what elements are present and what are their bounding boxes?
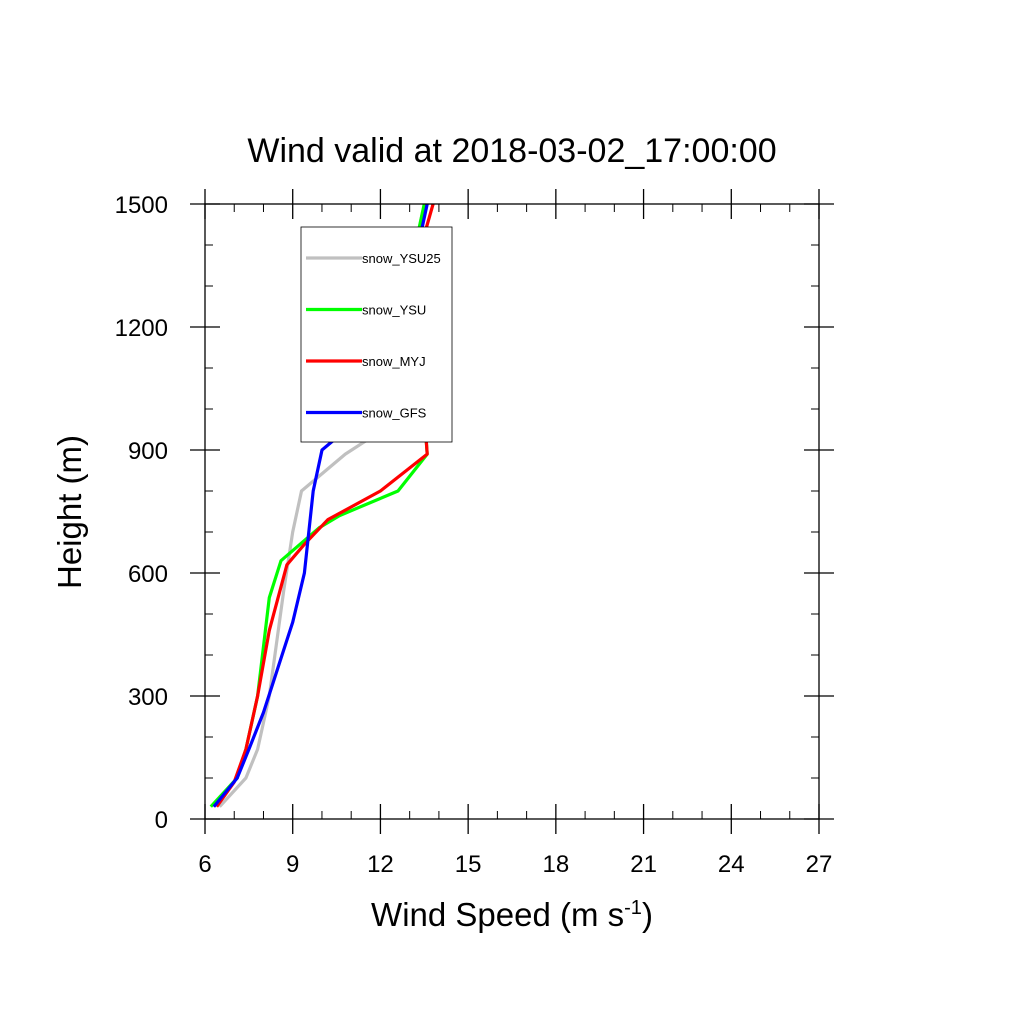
plot-frame <box>204 203 820 820</box>
y-tick-label: 900 <box>128 438 168 465</box>
x-axis-title-close: ) <box>642 896 653 933</box>
x-tick-label: 6 <box>198 851 211 878</box>
legend: snow_YSU25 snow_YSU snow_MYJ snow_GFS <box>300 226 453 443</box>
y-axis-title: Height (m) <box>51 435 88 589</box>
x-axis-title-main: Wind Speed (m s <box>371 896 624 933</box>
chart-title: Wind valid at 2018-03-02_17:00:00 <box>247 132 776 170</box>
x-axis-title: Wind Speed (m s-1) <box>371 896 653 933</box>
legend-label: snow_GFS <box>362 406 427 421</box>
x-tick-label: 9 <box>286 851 299 878</box>
x-tick-label: 24 <box>718 851 745 878</box>
major-ticks <box>190 189 834 834</box>
legend-box <box>300 226 453 443</box>
y-tick-label: 0 <box>155 807 168 834</box>
legend-label: snow_MYJ <box>362 354 426 369</box>
y-tick-label: 300 <box>128 684 168 711</box>
legend-label: snow_YSU <box>362 303 426 318</box>
tick-labels: 6 9 12 15 18 21 24 27 0 300 600 900 1200 1500 <box>115 192 833 878</box>
x-tick-label: 18 <box>543 851 570 878</box>
minor-ticks <box>205 204 819 819</box>
y-tick-label: 1200 <box>115 315 168 342</box>
y-tick-label: 600 <box>128 561 168 588</box>
y-tick-label: 1500 <box>115 192 168 219</box>
x-axis-title-superscript: -1 <box>624 897 642 919</box>
legend-label: snow_YSU25 <box>362 251 441 266</box>
x-tick-label: 15 <box>455 851 482 878</box>
x-tick-label: 27 <box>806 851 833 878</box>
x-tick-label: 21 <box>630 851 657 878</box>
x-tick-label: 12 <box>367 851 394 878</box>
